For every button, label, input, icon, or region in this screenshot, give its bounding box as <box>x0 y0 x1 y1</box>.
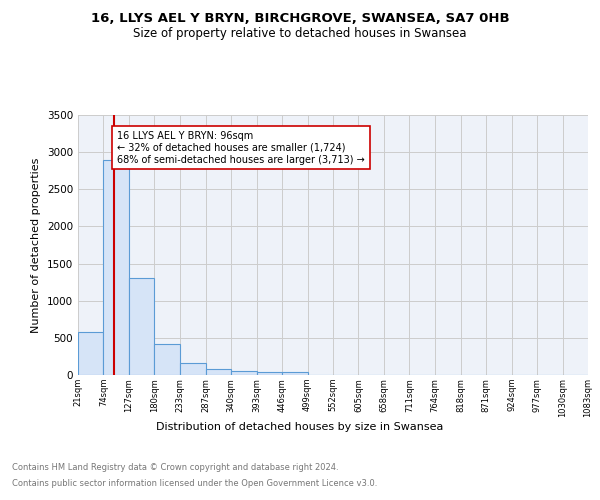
Text: Contains public sector information licensed under the Open Government Licence v3: Contains public sector information licen… <box>12 479 377 488</box>
Bar <box>154 344 180 375</box>
Bar <box>206 369 231 375</box>
Text: Size of property relative to detached houses in Swansea: Size of property relative to detached ho… <box>133 28 467 40</box>
Bar <box>231 372 257 375</box>
Bar <box>257 372 282 375</box>
Text: Contains HM Land Registry data © Crown copyright and database right 2024.: Contains HM Land Registry data © Crown c… <box>12 462 338 471</box>
Text: 16 LLYS AEL Y BRYN: 96sqm
← 32% of detached houses are smaller (1,724)
68% of se: 16 LLYS AEL Y BRYN: 96sqm ← 32% of detac… <box>117 132 365 164</box>
Bar <box>282 372 308 375</box>
Y-axis label: Number of detached properties: Number of detached properties <box>31 158 41 332</box>
Text: Distribution of detached houses by size in Swansea: Distribution of detached houses by size … <box>157 422 443 432</box>
Bar <box>103 160 129 375</box>
Bar <box>180 364 206 375</box>
Bar <box>78 332 103 375</box>
Text: 16, LLYS AEL Y BRYN, BIRCHGROVE, SWANSEA, SA7 0HB: 16, LLYS AEL Y BRYN, BIRCHGROVE, SWANSEA… <box>91 12 509 26</box>
Bar <box>129 278 154 375</box>
